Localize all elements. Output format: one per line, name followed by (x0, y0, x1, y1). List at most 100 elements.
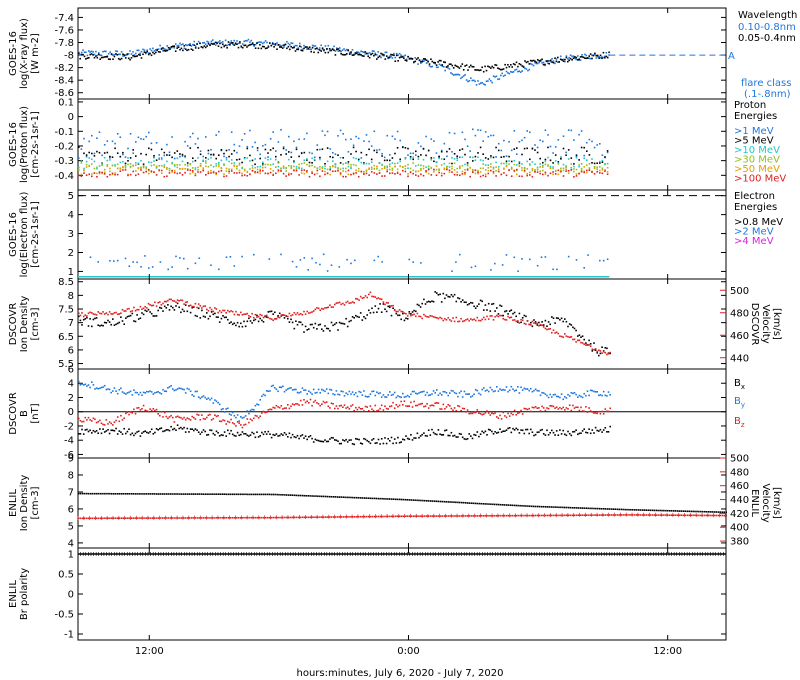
data-point (329, 168, 331, 171)
data-point (221, 493, 224, 495)
data-point (299, 42, 301, 45)
data-point (166, 154, 168, 156)
data-point (474, 319, 477, 322)
data-point (593, 173, 596, 175)
y-tick-label: 6 (68, 345, 74, 356)
data-point (508, 389, 511, 391)
data-point (596, 55, 599, 58)
data-point (458, 67, 461, 69)
data-point (395, 404, 398, 406)
data-point (450, 63, 452, 65)
data-point (296, 44, 298, 47)
data-point (280, 314, 283, 316)
data-point (542, 166, 544, 168)
data-point (555, 58, 558, 60)
data-point (88, 140, 90, 143)
data-point (223, 152, 225, 155)
data-point (97, 492, 99, 495)
data-point (198, 493, 201, 495)
data-point (366, 396, 368, 398)
data-point (455, 410, 458, 412)
data-point (361, 407, 364, 410)
data-point (78, 166, 80, 169)
data-point (507, 315, 509, 318)
data-point (100, 432, 103, 435)
data-point (641, 509, 644, 511)
data-point (352, 496, 354, 499)
data-point (354, 259, 356, 262)
data-point (477, 129, 479, 131)
data-point (280, 253, 282, 256)
data-point (129, 58, 131, 61)
data-point (380, 396, 383, 398)
data-point (202, 429, 205, 431)
data-point (278, 386, 281, 388)
data-point (557, 56, 559, 59)
data-point (207, 149, 210, 152)
data-point (188, 305, 190, 307)
data-point (517, 428, 519, 431)
data-point (455, 65, 458, 67)
data-point (459, 515, 461, 517)
data-point (651, 514, 654, 516)
data-point (186, 517, 189, 519)
data-point (596, 144, 598, 146)
data-point (577, 514, 580, 516)
data-point (311, 164, 313, 167)
data-point (138, 517, 140, 519)
data-point (352, 146, 355, 149)
data-point (299, 259, 302, 261)
data-point (165, 390, 168, 393)
data-point (511, 71, 513, 73)
data-point (451, 162, 453, 165)
data-point (387, 394, 389, 396)
data-point (324, 495, 327, 498)
data-point (426, 391, 428, 394)
data-point (357, 497, 360, 499)
data-point (609, 394, 611, 396)
data-point (318, 49, 321, 51)
data-point (272, 433, 274, 436)
data-point (477, 69, 479, 71)
data-point (482, 140, 484, 142)
data-point (176, 424, 179, 426)
data-point (282, 165, 285, 167)
data-point (280, 45, 282, 47)
data-point (399, 158, 401, 161)
data-point (166, 166, 168, 169)
data-point (505, 160, 508, 163)
data-point (259, 41, 261, 43)
data-point (606, 508, 609, 510)
data-point (490, 80, 492, 82)
data-point (325, 401, 328, 403)
data-point (383, 165, 386, 168)
data-point (303, 389, 305, 391)
data-point (570, 409, 573, 412)
data-point (144, 493, 146, 495)
data-point (417, 158, 420, 160)
data-point (178, 416, 180, 419)
data-point (447, 501, 449, 503)
data-point (256, 171, 259, 173)
data-point (556, 514, 558, 517)
data-point (434, 392, 436, 394)
data-point (299, 391, 302, 393)
data-point (436, 317, 438, 319)
data-point (423, 58, 425, 60)
data-point (466, 304, 469, 306)
data-point (347, 165, 350, 168)
data-point (571, 507, 574, 509)
data-point (565, 166, 567, 169)
data-point (256, 415, 258, 417)
data-point (469, 156, 471, 158)
data-point (160, 48, 163, 50)
data-point (98, 131, 101, 133)
data-point (427, 394, 430, 397)
y2-tick-label: 480 (730, 467, 749, 478)
data-point (214, 307, 216, 309)
data-point (327, 392, 330, 395)
data-point (137, 49, 140, 52)
data-point (163, 430, 166, 432)
data-point (209, 315, 211, 318)
data-point (457, 515, 459, 517)
